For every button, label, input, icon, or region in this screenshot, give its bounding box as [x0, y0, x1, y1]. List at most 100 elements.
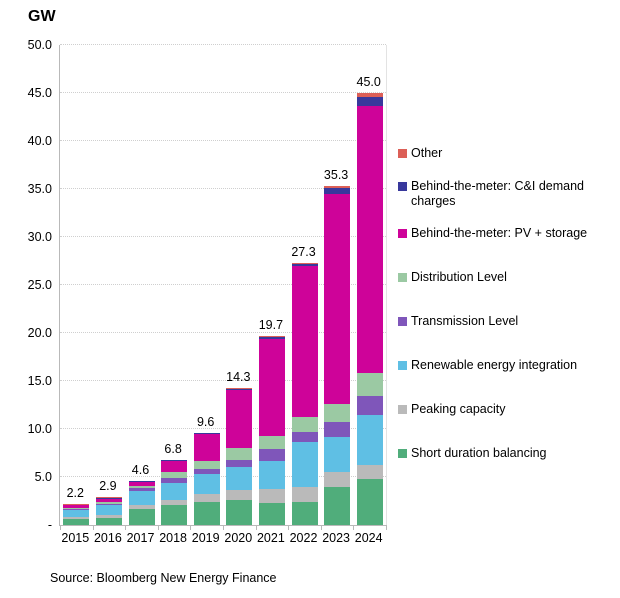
y-axis-tick-label: 35.0: [27, 182, 52, 196]
bar-segment: [226, 466, 253, 490]
bar-segment: [258, 502, 285, 525]
bar-total-label: 2.2: [66, 485, 84, 500]
legend-label: Other: [411, 146, 443, 160]
bar-total-label: 9.6: [196, 414, 215, 429]
bar-segment: [128, 486, 155, 489]
bar-segment: [226, 500, 253, 525]
x-axis-tick: [92, 526, 94, 530]
plot-area: [59, 44, 387, 530]
bar-segment: [291, 263, 318, 266]
bar-segment: [193, 434, 220, 462]
bar-segment: [95, 504, 122, 506]
bar-segment: [95, 505, 122, 515]
bar-segment: [226, 388, 253, 391]
bar-segment: [193, 469, 220, 475]
bar-segment: [161, 477, 188, 483]
bar-segment: [356, 93, 383, 97]
bar-total-label: 4.6: [131, 462, 150, 477]
bar-segment: [95, 517, 122, 525]
legend-swatch: [398, 317, 407, 326]
bar-segment: [161, 461, 188, 472]
y-axis-unit-title: GW: [28, 8, 56, 25]
bar-segment: [291, 265, 318, 418]
bar-segment: [161, 504, 188, 525]
y-axis-tick-label: 30.0: [27, 230, 52, 244]
bar-segment: [161, 471, 188, 478]
bar-segment: [291, 486, 318, 502]
bar-segment: [258, 460, 285, 490]
stacked-bar-2024: [356, 93, 383, 525]
legend-label: Behind-the-meter: PV + storage: [411, 226, 588, 240]
x-axis-category-label: 2023: [322, 531, 350, 545]
bar-segment: [356, 464, 383, 479]
stacked-bar-2021: [258, 335, 285, 525]
x-axis-category-label: 2021: [256, 531, 285, 545]
source-attribution: Source: Bloomberg New Energy Finance: [50, 571, 277, 585]
bar-segment: [63, 505, 90, 508]
bar-segment: [193, 433, 220, 435]
bar-total-label: 19.7: [258, 317, 284, 332]
y-axis-tick-label: 5.0: [34, 470, 52, 484]
stacked-bar-2019: [193, 432, 220, 525]
bar-segment: [193, 501, 220, 525]
gridline: [60, 428, 386, 429]
stacked-bar-2020: [226, 387, 253, 525]
bar-total-label: 2.9: [99, 479, 117, 494]
bar-segment: [356, 478, 383, 525]
x-axis-category-label: 2019: [191, 531, 220, 545]
gridline: [60, 92, 386, 93]
bar-total-label: 14.3: [226, 369, 251, 384]
y-axis-tick-label: 50.0: [27, 38, 52, 52]
y-axis-tick-label: 45.0: [27, 86, 52, 100]
bar-total-label: 6.8: [164, 441, 182, 456]
legend-swatch: [398, 449, 407, 458]
stacked-bar-2017: [128, 480, 155, 525]
legend-item: Distribution Level: [398, 270, 618, 285]
legend-item: Short duration balancing: [398, 446, 618, 461]
bar-segment: [258, 335, 285, 337]
x-axis-tick: [320, 526, 322, 530]
legend-item: Other: [398, 146, 618, 161]
legend-item: Renewable energy integration: [398, 358, 618, 373]
bar-segment: [128, 490, 155, 506]
bar-segment: [258, 338, 285, 436]
bar-segment: [324, 404, 351, 423]
legend-label: Behind-the-meter: C&I demand charges: [411, 179, 585, 208]
bar-segment: [258, 489, 285, 503]
bar-segment: [324, 422, 351, 437]
bar-segment: [291, 417, 318, 433]
bar-segment: [193, 494, 220, 502]
legend-item: Transmission Level: [398, 314, 618, 329]
legend-swatch: [398, 229, 407, 238]
bar-segment: [258, 449, 285, 461]
bar-segment: [356, 96, 383, 107]
bar-segment: [63, 507, 90, 510]
stacked-bar-2016: [95, 497, 122, 525]
bar-total-label: 35.3: [323, 168, 349, 183]
legend-label: Short duration balancing: [411, 446, 547, 460]
legend-label: Distribution Level: [411, 270, 507, 284]
y-axis-tick-label: 15.0: [27, 374, 52, 388]
bar-segment: [258, 336, 285, 339]
x-axis-tick: [157, 526, 159, 530]
bar-segment: [63, 503, 90, 505]
bar-segment: [291, 432, 318, 443]
bar-segment: [291, 501, 318, 525]
legend-label: Renewable energy integration: [411, 358, 578, 372]
bar-segment: [324, 436, 351, 473]
stacked-bar-2023: [324, 186, 351, 525]
bar-segment: [291, 262, 318, 264]
stacked-bar-2015: [63, 503, 90, 525]
x-axis-tick: [288, 526, 290, 530]
bar-segment: [193, 474, 220, 495]
bar-segment: [161, 460, 188, 462]
bar-segment: [95, 498, 122, 503]
bar-segment: [161, 482, 188, 501]
gridline: [60, 380, 386, 381]
bar-segment: [128, 505, 155, 509]
y-axis-tick-label: 40.0: [27, 134, 52, 148]
x-axis-tick: [255, 526, 257, 530]
y-axis-tick-label: 25.0: [27, 278, 52, 292]
stacked-bar-2022: [291, 262, 318, 525]
